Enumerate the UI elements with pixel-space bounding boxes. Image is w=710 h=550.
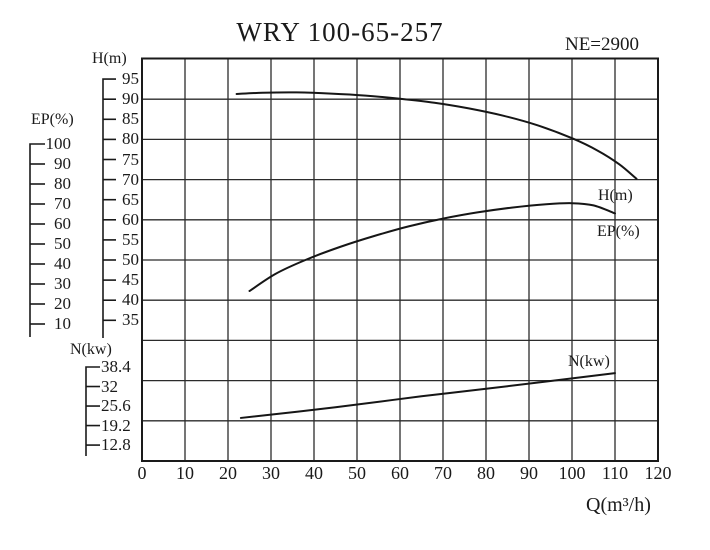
h-tick-label: 90 <box>122 89 139 109</box>
h-tick-label: 80 <box>122 129 139 149</box>
n-tick-label: 12.8 <box>101 435 131 455</box>
h-tick-label: 85 <box>122 109 139 129</box>
h-tick-label: 65 <box>122 189 139 209</box>
h-tick-label: 40 <box>122 290 139 310</box>
ep-tick-label: 60 <box>54 214 71 233</box>
h-tick-label: 70 <box>122 169 139 189</box>
x-tick-label: 10 <box>176 463 194 483</box>
x-tick-label: 110 <box>601 463 629 483</box>
ep-tick-label: 20 <box>54 294 71 313</box>
n-curve-label: N(kw) <box>568 353 610 370</box>
n-axis-title: N(kw) <box>70 341 112 358</box>
n-tick-label: 25.6 <box>101 396 131 416</box>
chart-title: WRY 100-65-257 <box>236 17 444 47</box>
x-tick-label: 40 <box>305 463 323 483</box>
ep-tick-label: 50 <box>54 234 71 253</box>
ep-curve <box>248 202 616 292</box>
h-tick-label: 50 <box>122 250 139 269</box>
h-tick-label: 45 <box>122 270 139 290</box>
ep-axis-bracket <box>29 143 45 337</box>
h-tick-label: 35 <box>122 310 139 330</box>
x-tick-label: 0 <box>137 463 147 483</box>
x-tick-label: 80 <box>477 463 495 483</box>
n-tick-label: 19.2 <box>101 415 131 435</box>
x-tick-label: 20 <box>219 463 237 483</box>
x-axis-title: Q(m³/h) <box>586 494 651 516</box>
h-curve <box>235 91 638 180</box>
ep-axis-title: EP(%) <box>31 111 74 128</box>
h-curve-label: H(m) <box>598 187 633 204</box>
n-axis-bracket <box>85 366 100 456</box>
h-axis-bracket <box>102 78 116 338</box>
ep-tick-label: 70 <box>54 194 71 213</box>
x-tick-label: 60 <box>391 463 409 483</box>
ep-tick-label: 100 <box>45 134 72 153</box>
x-tick-label: 90 <box>520 463 538 483</box>
plot-border <box>141 57 659 462</box>
h-tick-label: 55 <box>122 229 139 249</box>
h-tick-label: 75 <box>122 149 139 169</box>
ep-curve-label: EP(%) <box>597 223 640 240</box>
n-tick-label: 38.4 <box>101 357 131 376</box>
h-tick-label: 60 <box>122 209 139 229</box>
ep-tick-label: 80 <box>54 174 71 193</box>
x-tick-label: 100 <box>558 463 586 483</box>
x-tick-label: 70 <box>434 463 452 483</box>
h-axis-title: H(m) <box>92 50 127 67</box>
ep-tick-label: 10 <box>54 314 71 333</box>
ep-tick-label: 40 <box>54 254 71 273</box>
ep-tick-label: 30 <box>54 274 71 293</box>
x-tick-label: 50 <box>348 463 366 483</box>
speed-label: NE=2900 <box>564 34 640 55</box>
chart-grid <box>142 58 658 461</box>
x-tick-label: 120 <box>644 463 672 483</box>
n-curve <box>239 372 616 419</box>
h-tick-label: 95 <box>122 69 139 89</box>
n-tick-label: 32 <box>101 376 118 396</box>
x-tick-label: 30 <box>262 463 280 483</box>
ep-tick-label: 90 <box>54 154 71 173</box>
